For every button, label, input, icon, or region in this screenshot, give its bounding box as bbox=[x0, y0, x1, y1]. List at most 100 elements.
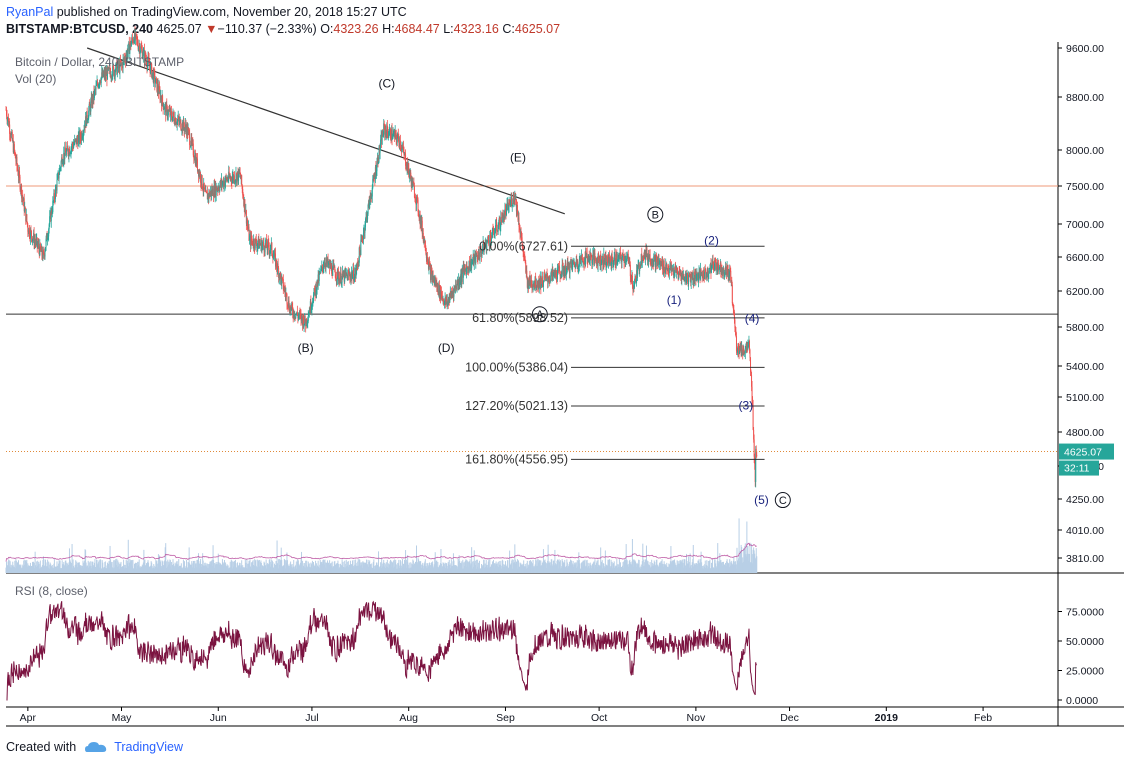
volume-bar bbox=[552, 560, 554, 573]
volume-bar bbox=[699, 563, 701, 573]
volume-bar bbox=[603, 563, 605, 573]
candle-body bbox=[418, 215, 420, 219]
volume-bar bbox=[94, 559, 96, 573]
volume-bar bbox=[292, 566, 294, 573]
volume-bar bbox=[108, 561, 110, 573]
candle-body bbox=[537, 286, 539, 288]
volume-bar bbox=[144, 565, 146, 573]
volume-bar bbox=[281, 560, 283, 573]
volume-bar bbox=[23, 560, 25, 573]
volume-bar bbox=[184, 567, 186, 573]
candle-body bbox=[152, 71, 154, 73]
volume-bar bbox=[120, 561, 122, 573]
candle-body bbox=[38, 248, 40, 256]
volume-bar bbox=[358, 559, 360, 573]
candle-body bbox=[369, 196, 371, 209]
candle-body bbox=[448, 298, 450, 305]
volume-bar bbox=[412, 559, 414, 573]
candle-body bbox=[159, 90, 161, 100]
candle-body bbox=[712, 261, 714, 265]
candle-body bbox=[562, 264, 564, 267]
volume-bar bbox=[228, 568, 230, 573]
candle-body bbox=[264, 243, 266, 253]
candle-body bbox=[474, 253, 476, 263]
author-name[interactable]: RyanPal bbox=[6, 5, 54, 19]
candle-body bbox=[138, 47, 140, 50]
candle-body bbox=[494, 231, 496, 234]
candle-body bbox=[358, 262, 360, 264]
volume-bar bbox=[616, 559, 618, 573]
candle-body bbox=[535, 276, 537, 288]
volume-bar bbox=[375, 566, 377, 573]
candle-body bbox=[196, 158, 198, 166]
volume-bar bbox=[166, 561, 168, 573]
volume-bar bbox=[118, 562, 120, 573]
candle-body bbox=[32, 238, 34, 240]
candle-body bbox=[160, 95, 162, 100]
candle-body bbox=[544, 276, 546, 278]
volume-bar bbox=[46, 566, 48, 573]
candle-body bbox=[365, 216, 367, 219]
volume-bar bbox=[663, 561, 665, 573]
volume-bar bbox=[143, 560, 145, 573]
candle-body bbox=[275, 259, 277, 267]
candle-body bbox=[557, 266, 559, 269]
candle-body bbox=[5, 109, 7, 111]
candle-body bbox=[256, 244, 258, 249]
candle-body bbox=[617, 256, 619, 262]
candle-body bbox=[146, 64, 148, 68]
volume-bar bbox=[745, 556, 747, 573]
candle-body bbox=[730, 270, 732, 283]
candle-body bbox=[543, 275, 545, 282]
candle-body bbox=[721, 271, 723, 274]
candle-body bbox=[227, 179, 229, 181]
candle-body bbox=[555, 270, 557, 275]
volume-bar bbox=[724, 564, 726, 573]
tradingview-brand[interactable]: TradingView bbox=[114, 740, 183, 754]
candle-body bbox=[748, 340, 750, 346]
candle-body bbox=[279, 274, 281, 280]
chart-canvas[interactable]: 9600.008800.008000.007500.007000.006600.… bbox=[0, 0, 1124, 740]
candle-body bbox=[212, 188, 214, 194]
volume-bar bbox=[335, 564, 337, 573]
volume-bar bbox=[457, 558, 459, 573]
candle-body bbox=[713, 264, 715, 270]
volume-bar bbox=[754, 557, 756, 573]
candle-body bbox=[153, 70, 155, 83]
candle-body bbox=[703, 277, 705, 279]
volume-bar bbox=[342, 561, 344, 573]
candle-body bbox=[680, 273, 682, 277]
volume-bar bbox=[235, 563, 237, 573]
candle-body bbox=[304, 315, 306, 323]
volume-bar bbox=[636, 566, 638, 573]
price-tick-label: 9600.00 bbox=[1066, 43, 1104, 55]
volume-bar bbox=[125, 564, 127, 573]
volume-bar bbox=[657, 564, 659, 573]
volume-bar bbox=[657, 566, 659, 573]
candle-body bbox=[369, 196, 371, 199]
volume-bar bbox=[728, 563, 730, 573]
volume-bar bbox=[474, 562, 476, 573]
volume-bar bbox=[732, 560, 734, 573]
candle-body bbox=[550, 270, 552, 276]
candle-body bbox=[495, 222, 497, 226]
candle-body bbox=[642, 255, 644, 258]
volume-bar bbox=[432, 561, 434, 573]
volume-bar bbox=[229, 567, 231, 573]
candle-body bbox=[110, 72, 112, 78]
candle-body bbox=[394, 131, 396, 138]
volume-bar bbox=[419, 561, 421, 573]
candle-body bbox=[468, 260, 470, 272]
candle-body bbox=[685, 273, 687, 283]
volume-bar bbox=[350, 564, 352, 573]
volume-bar bbox=[58, 563, 60, 573]
volume-bar bbox=[183, 561, 185, 573]
volume-bar bbox=[468, 562, 470, 573]
volume-bar bbox=[216, 563, 218, 573]
candle-body bbox=[123, 58, 125, 60]
volume-bar bbox=[694, 564, 696, 573]
volume-bar bbox=[747, 553, 749, 573]
volume-bar bbox=[224, 564, 226, 573]
candle-body bbox=[238, 169, 240, 174]
volume-bar bbox=[379, 567, 381, 573]
